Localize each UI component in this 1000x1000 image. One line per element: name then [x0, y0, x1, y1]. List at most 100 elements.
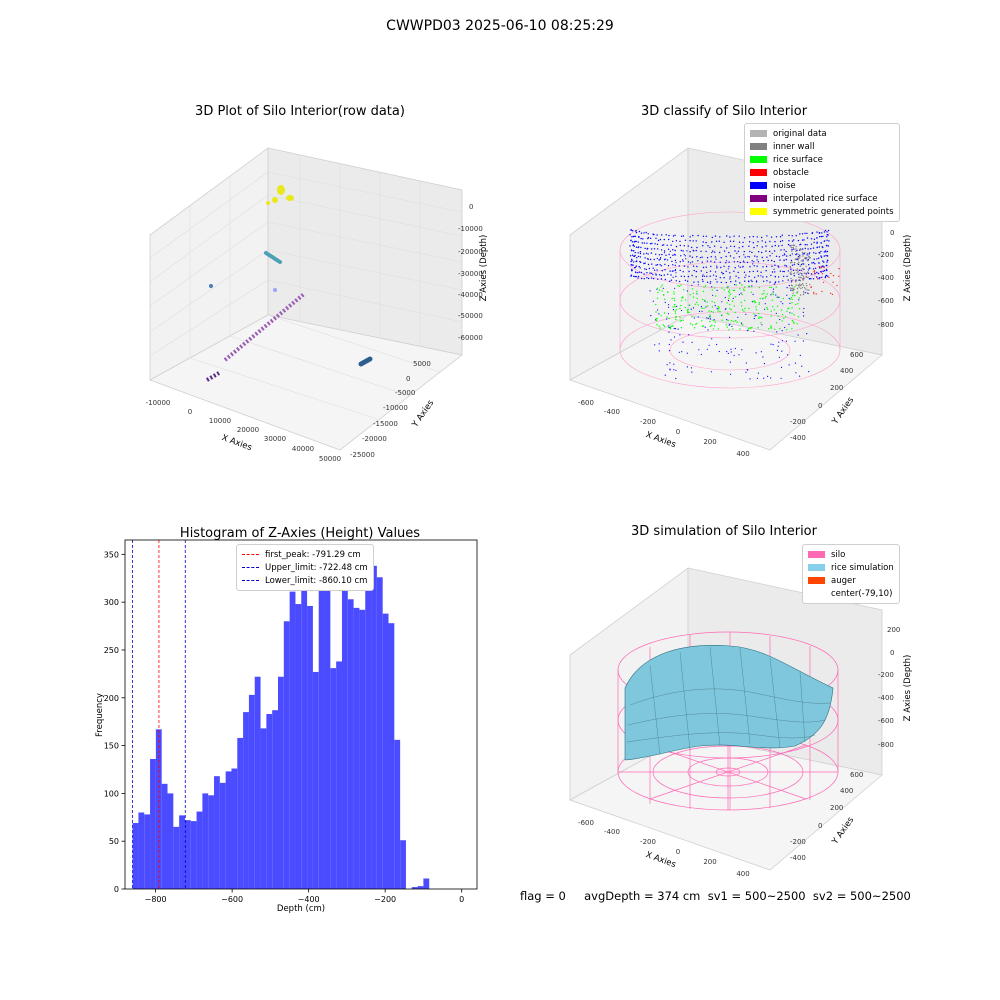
- classified-point: [791, 261, 793, 263]
- classified-point: [677, 328, 679, 330]
- classified-point: [734, 311, 736, 314]
- classified-point: [728, 290, 730, 293]
- classified-point: [823, 231, 826, 233]
- classified-point: [780, 366, 783, 368]
- histogram-bar: [231, 768, 238, 889]
- classified-point: [704, 299, 706, 301]
- classified-point: [676, 305, 678, 307]
- classified-point: [752, 270, 754, 273]
- classified-point: [813, 270, 815, 273]
- classified-point: [739, 261, 741, 264]
- classified-point: [663, 244, 665, 246]
- classified-point: [727, 352, 729, 354]
- classified-point: [709, 282, 711, 284]
- classified-point: [728, 297, 730, 300]
- legend-swatch: [750, 169, 767, 176]
- classified-point: [797, 263, 800, 266]
- classified-point: [702, 241, 704, 243]
- classified-point: [783, 275, 785, 278]
- classified-point: [638, 271, 641, 273]
- classified-point: [774, 275, 776, 278]
- classified-point: [793, 248, 795, 250]
- raw-ztick: -10000: [458, 225, 483, 233]
- raw-xtick: 0: [188, 408, 192, 416]
- classified-point: [831, 293, 833, 295]
- classified-point: [749, 250, 751, 253]
- classified-point: [649, 272, 651, 274]
- classified-point: [690, 367, 693, 369]
- histogram-bar: [301, 586, 308, 889]
- classified-point: [729, 236, 731, 238]
- classified-point: [691, 288, 694, 290]
- classified-point: [823, 255, 825, 257]
- classified-point: [826, 244, 828, 247]
- classified-point: [643, 253, 645, 255]
- classified-point: [779, 328, 781, 330]
- classified-point: [691, 341, 693, 343]
- classified-point: [651, 272, 653, 275]
- legend-label: symmetric generated points: [773, 206, 894, 217]
- classified-point: [822, 246, 824, 249]
- classified-point: [797, 253, 799, 256]
- classified-point: [785, 316, 787, 318]
- classified-point: [696, 322, 698, 325]
- histogram-bar: [208, 795, 215, 889]
- classified-point: [781, 234, 783, 236]
- classified-point: [715, 295, 717, 297]
- histogram-bar: [214, 776, 220, 889]
- classified-point: [641, 242, 643, 244]
- classified-point: [679, 307, 681, 310]
- classified-point: [738, 235, 740, 237]
- classified-point: [793, 288, 795, 290]
- classified-point: [647, 258, 649, 260]
- classified-point: [798, 261, 800, 264]
- classify-zlabel: Z Axies (Depth): [903, 235, 913, 302]
- classified-point: [798, 276, 800, 279]
- classified-point: [811, 273, 813, 275]
- classified-point: [785, 340, 787, 342]
- classified-point: [795, 269, 797, 272]
- classified-point: [660, 286, 662, 288]
- classified-point: [680, 249, 682, 252]
- classified-point: [740, 301, 742, 304]
- classified-point: [701, 275, 704, 277]
- classified-point: [657, 239, 660, 242]
- classified-point: [764, 308, 766, 310]
- classified-point: [788, 323, 790, 325]
- classified-point: [789, 262, 792, 264]
- classified-point: [762, 276, 764, 278]
- classified-point: [729, 276, 731, 278]
- classified-point: [711, 241, 713, 243]
- classified-point: [771, 293, 773, 295]
- classified-point: [631, 254, 634, 256]
- classified-point: [673, 304, 676, 306]
- classified-point: [818, 257, 820, 259]
- classified-point: [800, 284, 803, 286]
- classified-point: [674, 268, 677, 271]
- classified-point: [803, 292, 805, 294]
- classified-point: [710, 371, 712, 373]
- classified-point: [659, 238, 662, 241]
- classified-point: [762, 260, 765, 262]
- classified-point: [730, 373, 732, 375]
- classified-point: [821, 276, 823, 278]
- classified-point: [696, 256, 698, 258]
- classified-point: [633, 261, 635, 263]
- classified-point: [827, 259, 829, 261]
- classified-point: [656, 264, 659, 266]
- classified-point: [713, 325, 716, 327]
- histogram-bar: [417, 886, 424, 889]
- classified-point: [791, 295, 794, 297]
- classified-point: [799, 233, 801, 235]
- classified-point: [815, 293, 817, 295]
- classified-point: [729, 323, 731, 325]
- classified-point: [733, 245, 736, 248]
- classified-point: [666, 244, 668, 246]
- classified-point: [808, 255, 810, 257]
- classified-point: [692, 296, 695, 298]
- classified-point: [792, 269, 795, 272]
- classified-point: [790, 289, 792, 291]
- classified-point: [702, 298, 704, 301]
- classified-point: [766, 276, 768, 278]
- classified-point: [795, 284, 797, 286]
